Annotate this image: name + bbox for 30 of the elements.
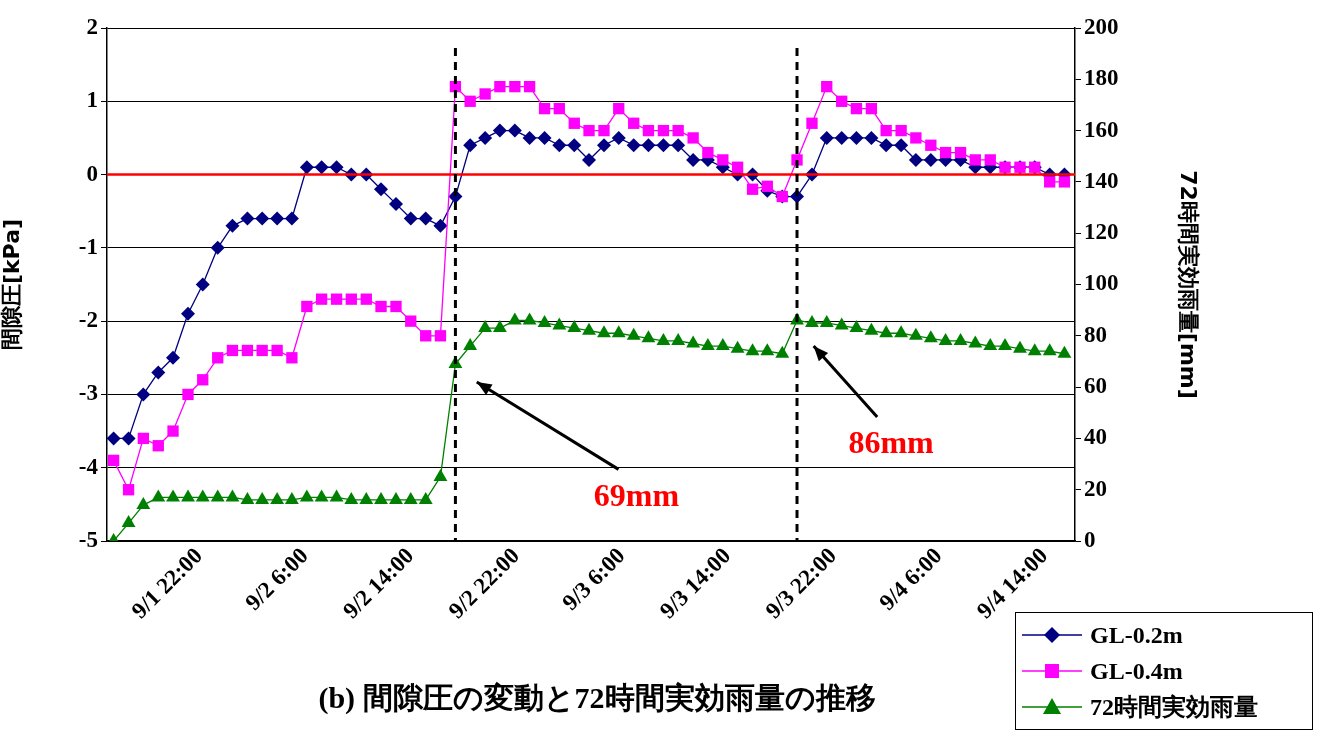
legend-label: 72時間実効雨量	[1090, 693, 1258, 722]
annotation: 86mm	[848, 424, 935, 461]
y-tick-label: -2	[78, 307, 98, 333]
y-axis-title: 間隙圧[kPa]	[0, 218, 24, 351]
y-tick-label: 0	[86, 160, 98, 186]
y-tick-label: -1	[78, 233, 98, 259]
y2-tick-label: 80	[1084, 321, 1107, 347]
y2-tick-label: 200	[1084, 13, 1119, 39]
text: (b) 間隙圧の変動と72時間実効雨量の推移	[317, 680, 877, 716]
y-tick-label: -4	[78, 453, 99, 479]
y2-tick-label: 140	[1084, 167, 1119, 193]
legend-label: GL-0.2m	[1090, 621, 1183, 649]
x-tick-label: 9/3 6:00	[557, 542, 630, 616]
y2-axis-title: 72時間実効雨量[mm]	[1176, 170, 1202, 399]
y2-tick-label: 0	[1084, 526, 1096, 552]
annotation: 69mm	[593, 476, 680, 513]
y2-tick-label: 160	[1084, 116, 1119, 142]
y2-tick-label: 120	[1084, 219, 1119, 245]
y-tick-label: 2	[86, 13, 98, 39]
x-tick-label: 9/4 6:00	[874, 542, 947, 616]
y2-tick-label: 100	[1084, 270, 1119, 296]
y2-tick-label: 60	[1084, 373, 1107, 399]
x-tick-label: 9/2 6:00	[240, 542, 313, 616]
y-tick-label: -3	[78, 380, 98, 406]
y2-tick-label: 180	[1084, 65, 1119, 91]
y2-tick-label: 40	[1084, 424, 1107, 450]
y-tick-label: -5	[78, 526, 98, 552]
y2-tick-label: 20	[1084, 475, 1107, 501]
legend-label: GL-0.4m	[1090, 657, 1183, 685]
y-tick-label: 1	[86, 87, 98, 113]
